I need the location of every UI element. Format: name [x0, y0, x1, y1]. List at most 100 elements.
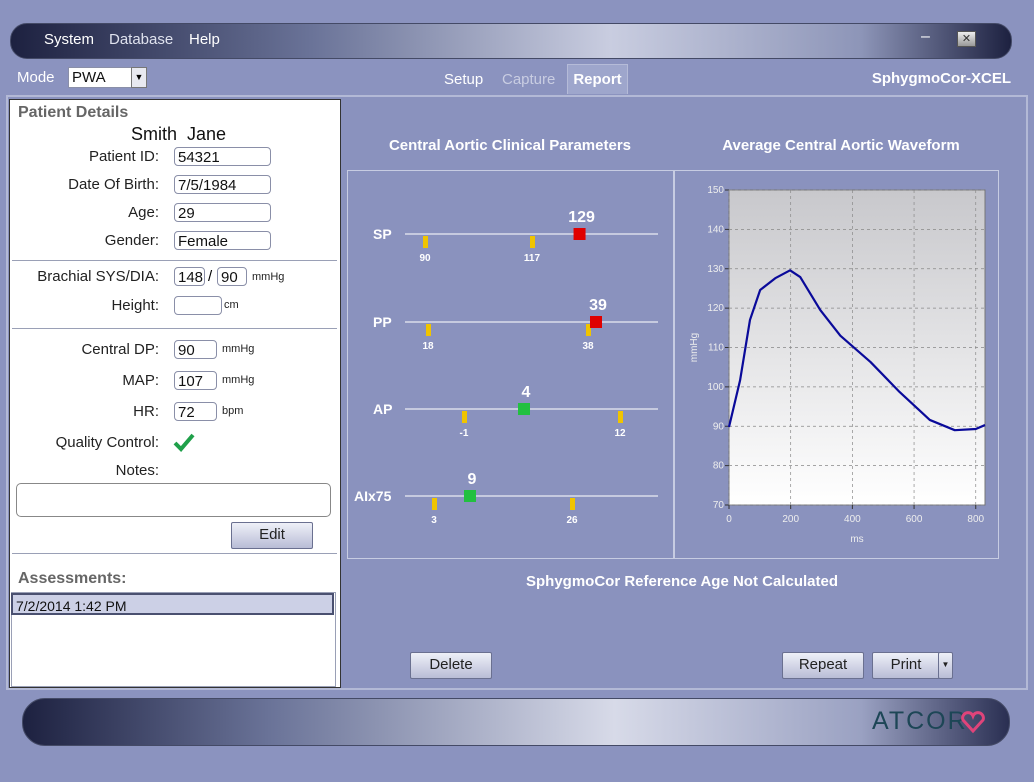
value-label: 4	[522, 384, 531, 401]
field-label: Height:	[111, 297, 159, 314]
unit: mmHg	[252, 271, 285, 283]
reference-label: 12	[614, 428, 626, 439]
repeat-button[interactable]: Repeat	[782, 652, 864, 679]
y-tick-label: 120	[707, 303, 724, 314]
field-input[interactable]: 29	[174, 203, 271, 222]
field-input[interactable]: 72	[174, 402, 217, 421]
menu-item[interactable]: System	[44, 31, 95, 48]
edit-button[interactable]: Edit	[231, 522, 313, 549]
value-label: 9	[468, 471, 477, 488]
field-input[interactable]	[174, 296, 222, 315]
field-input[interactable]: 148	[174, 267, 205, 286]
assessments-title: Assessments:	[18, 570, 127, 587]
x-axis-label: ms	[850, 534, 863, 545]
y-axis-label: mmHg	[689, 333, 700, 362]
field-label: Date Of Birth:	[68, 176, 159, 193]
field-input[interactable]: Female	[174, 231, 271, 250]
minimize-button[interactable]: –	[921, 28, 930, 45]
reference-mark	[432, 498, 437, 510]
unit: cm	[224, 299, 239, 311]
tab[interactable]: Capture	[502, 71, 556, 88]
gauge-label: AIx75	[354, 488, 392, 504]
close-button[interactable]: ✕	[957, 31, 976, 47]
chart-box	[674, 170, 999, 559]
delete-button[interactable]: Delete	[410, 652, 492, 679]
separator	[12, 260, 337, 261]
gauge-label: SP	[373, 226, 392, 242]
print-button[interactable]: Print	[872, 652, 940, 679]
x-tick-label: 0	[726, 514, 732, 525]
reference-mark	[618, 411, 623, 423]
footer-bar	[22, 698, 1010, 746]
tab[interactable]: Setup	[444, 71, 484, 88]
unit: bpm	[222, 405, 244, 417]
field-input[interactable]: 7/5/1984	[174, 175, 271, 194]
panel-title: Patient Details	[18, 104, 129, 121]
gauge-label: PP	[373, 314, 392, 330]
logo: ATCOR	[872, 707, 968, 735]
reference-label: 90	[419, 253, 431, 264]
mode-label: Mode	[17, 69, 55, 86]
menu-item[interactable]: Database	[109, 31, 174, 48]
field-label: Age:	[128, 204, 159, 221]
y-tick-label: 150	[707, 185, 724, 196]
value-label: 39	[589, 297, 607, 314]
menu-item[interactable]: Help	[189, 31, 220, 48]
separator	[12, 328, 337, 329]
mode-dropdown[interactable]: ▼	[131, 67, 147, 88]
tab-active[interactable]: Report	[567, 64, 628, 94]
value-marker	[590, 316, 602, 328]
slash: /	[208, 268, 213, 285]
field-label: HR:	[133, 403, 159, 420]
assessment-list	[11, 592, 336, 687]
menu-bar	[10, 23, 1012, 59]
reference-label: 18	[422, 341, 434, 352]
y-tick-label: 90	[713, 421, 725, 432]
x-tick-label: 200	[782, 514, 799, 525]
quality-check	[173, 433, 195, 452]
field-input[interactable]: 54321	[174, 147, 271, 166]
notes-box[interactable]	[16, 483, 331, 517]
reference-label: -1	[460, 428, 469, 439]
value-marker	[464, 490, 476, 502]
patient-name: Smith Jane	[131, 124, 227, 144]
print-dropdown[interactable]: ▼	[938, 652, 953, 679]
value-marker	[518, 403, 530, 415]
patient-panel	[9, 99, 341, 688]
gauge-box	[347, 170, 674, 559]
field-label: Brachial SYS/DIA:	[37, 268, 159, 285]
mode-select[interactable]: PWA	[68, 67, 132, 88]
chart-title: Average Central Aortic Waveform	[722, 137, 960, 154]
field-input[interactable]: 107	[174, 371, 217, 390]
value-marker	[573, 228, 586, 240]
field-input[interactable]: 90	[174, 340, 217, 359]
value-label: 129	[568, 209, 595, 226]
separator	[12, 553, 337, 554]
section-title: Central Aortic Clinical Parameters	[388, 137, 632, 154]
field-label: Gender:	[104, 232, 159, 249]
field-label: Notes:	[115, 462, 159, 479]
field-label: MAP:	[122, 372, 159, 389]
field-label: Central DP:	[81, 341, 159, 358]
unit: mmHg	[222, 374, 255, 386]
y-tick-label: 130	[707, 264, 724, 275]
gauge-label: AP	[373, 401, 392, 417]
x-tick-label: 600	[906, 514, 923, 525]
reference-mark	[530, 236, 535, 248]
unit: mmHg	[222, 343, 255, 355]
y-tick-label: 140	[707, 224, 724, 235]
reference-label: 38	[582, 341, 594, 352]
assessment-item[interactable]: 7/2/2014 1:42 PM	[11, 593, 334, 615]
x-tick-label: 800	[967, 514, 984, 525]
reference-mark	[570, 498, 575, 510]
y-tick-label: 80	[713, 461, 725, 472]
y-tick-label: 70	[713, 500, 725, 511]
field-label: Quality Control:	[55, 434, 159, 451]
status-text: SphygmoCor Reference Age Not Calculated	[525, 573, 838, 590]
waveform-line	[727, 269, 986, 432]
field-input[interactable]: 90	[217, 267, 247, 286]
reference-mark	[423, 236, 428, 248]
reference-label: 117	[524, 253, 541, 264]
